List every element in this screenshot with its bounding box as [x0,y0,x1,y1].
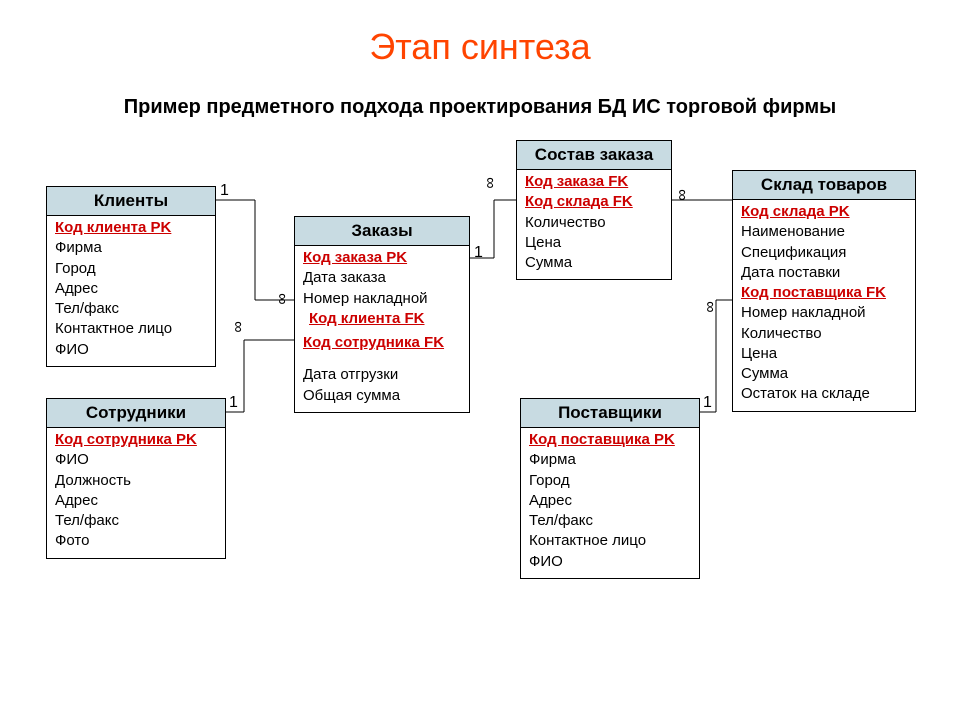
attr: Количество [525,213,663,233]
attr: Код сотрудника FK [303,329,461,353]
attr: Остаток на складе [741,384,907,404]
attr: Должность [55,471,217,491]
entity-warehouse: Склад товаров Код склада PK Наименование… [732,170,916,412]
attr: ФИО [55,450,217,470]
entity-orders-header: Заказы [295,217,469,246]
cardinality-label: ∞ [481,177,499,188]
entity-orders: Заказы Код заказа PK Дата заказа Номер н… [294,216,470,413]
attr: Код заказа PK [303,248,461,268]
attr: Фирма [529,450,691,470]
attr: Общая сумма [303,386,461,406]
entity-orders-body: Код заказа PK Дата заказа Номер накладно… [295,246,469,412]
attr: ФИО [529,552,691,572]
attr: Фото [55,531,217,551]
attr: Код сотрудника PK [55,430,217,450]
entity-clients: Клиенты Код клиента PK Фирма Город Адрес… [46,186,216,367]
cardinality-label: ∞ [273,293,291,304]
entity-employees: Сотрудники Код сотрудника PK ФИО Должнос… [46,398,226,559]
attr: Код клиента FK [303,309,461,329]
entity-suppliers-body: Код поставщика PK Фирма Город Адрес Тел/… [521,428,699,578]
attr: Цена [741,344,907,364]
attr: Код клиента PK [55,218,207,238]
attr: Код заказа FK [525,172,663,192]
page-subtitle: Пример предметного подхода проектировани… [0,96,960,119]
entity-suppliers-header: Поставщики [521,399,699,428]
entity-employees-body: Код сотрудника PK ФИО Должность Адрес Те… [47,428,225,558]
attr: Спецификация [741,243,907,263]
attr: ФИО [55,340,207,360]
attr: Тел/факс [55,299,207,319]
cardinality-label: ∞ [701,301,719,312]
attr: Город [55,259,207,279]
cardinality-label: 1 [474,244,483,262]
entity-employees-header: Сотрудники [47,399,225,428]
entity-order-items-header: Состав заказа [517,141,671,170]
attr: Количество [741,324,907,344]
attr: Код поставщика PK [529,430,691,450]
entity-warehouse-header: Склад товаров [733,171,915,200]
entity-order-items-body: Код заказа FK Код склада FK Количество Ц… [517,170,671,279]
page-title: Этап синтеза [0,26,960,68]
attr: Номер накладной [741,303,907,323]
attr: Код поставщика FK [741,283,907,303]
attr: Номер накладной [303,289,461,309]
attr: Код склада FK [525,192,663,212]
attr: Адрес [529,491,691,511]
cardinality-label: ∞ [673,189,691,200]
attr: Дата отгрузки [303,353,461,385]
attr: Фирма [55,238,207,258]
attr: Тел/факс [529,511,691,531]
cardinality-label: 1 [220,182,229,200]
attr: Сумма [741,364,907,384]
attr: Контактное лицо [55,319,207,339]
attr: Сумма [525,253,663,273]
entity-suppliers: Поставщики Код поставщика PK Фирма Город… [520,398,700,579]
cardinality-label: 1 [229,394,238,412]
entity-clients-body: Код клиента PK Фирма Город Адрес Тел/фак… [47,216,215,366]
entity-clients-header: Клиенты [47,187,215,216]
attr: Наименование [741,222,907,242]
attr: Дата поставки [741,263,907,283]
attr: Город [529,471,691,491]
entity-order-items: Состав заказа Код заказа FK Код склада F… [516,140,672,280]
attr: Дата заказа [303,268,461,288]
attr: Адрес [55,279,207,299]
attr: Адрес [55,491,217,511]
cardinality-label: 1 [703,394,712,412]
attr: Контактное лицо [529,531,691,551]
attr: Код склада PK [741,202,907,222]
entity-warehouse-body: Код склада PK Наименование Спецификация … [733,200,915,411]
cardinality-label: ∞ [229,321,247,332]
attr: Цена [525,233,663,253]
attr: Тел/факс [55,511,217,531]
